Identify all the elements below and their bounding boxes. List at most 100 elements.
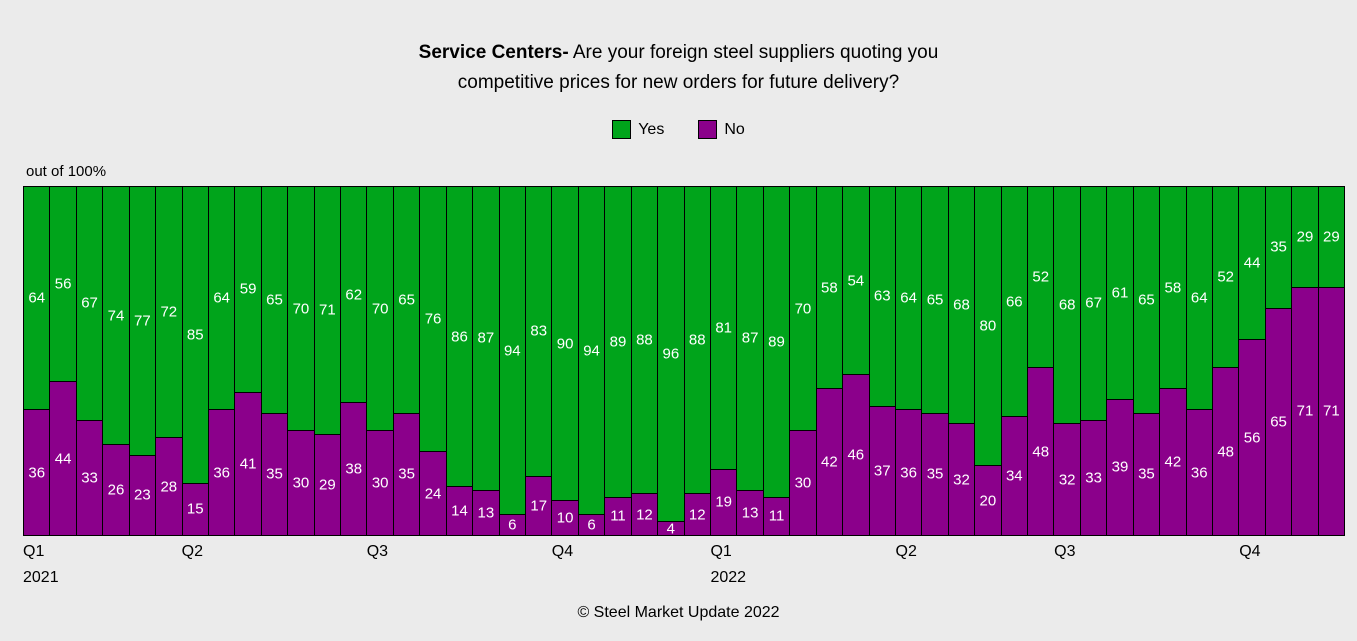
bar-segment-yes: 62: [340, 186, 368, 403]
bar-segment-no: 37: [868, 406, 896, 536]
bar-value-label-no: 10: [556, 509, 574, 527]
bar-segment-yes: 90: [551, 186, 579, 501]
bar-segment-no: 35: [1132, 413, 1161, 536]
bar-value-label-yes: 64: [1190, 289, 1208, 307]
bar-segment-yes: 70: [789, 186, 817, 431]
bar-value-label-yes: 65: [926, 291, 944, 309]
bar-segment-yes: 65: [1132, 186, 1161, 414]
bar-value-label-yes: 35: [1270, 238, 1287, 256]
bar-value-label-yes: 64: [213, 289, 230, 307]
bar: 65 35: [921, 186, 949, 536]
bar: 67 33: [1079, 186, 1108, 536]
bar: 65 35: [1132, 186, 1161, 536]
bar: 64 36: [1185, 186, 1213, 536]
bar-segment-no: 33: [75, 420, 104, 536]
bar: 94 6: [498, 186, 527, 536]
bar-segment-yes: 58: [815, 186, 844, 389]
bar-value-label-yes: 66: [1005, 293, 1023, 310]
bar-segment-no: 15: [181, 483, 209, 536]
bar-segment-yes: 29: [1291, 186, 1319, 288]
chart-area: out of 100% 64 36 56 44 67 33 74 26 77 23 72 28 85 15…: [23, 163, 1346, 588]
x-tick: Q4: [1239, 543, 1260, 561]
bar-segment-no: 23: [128, 455, 157, 536]
bar-value-label-yes: 89: [768, 333, 785, 351]
bar-segment-no: 29: [313, 434, 342, 536]
bar: 70 30: [789, 186, 817, 536]
axis-note: out of 100%: [26, 163, 107, 180]
bar-segment-yes: 96: [657, 186, 685, 522]
x-tick: Q2: [182, 543, 203, 561]
bar-segment-yes: 61: [1106, 186, 1134, 400]
bar-segment-yes: 35: [1264, 186, 1293, 309]
x-tick-label: Q3: [1054, 543, 1076, 560]
bar: 63 37: [868, 186, 896, 536]
x-tick-year: 2021: [23, 569, 59, 586]
bar-segment-no: 71: [1291, 287, 1319, 536]
bar-segment-yes: 86: [445, 186, 474, 487]
bar-value-label-no: 33: [81, 469, 98, 487]
bar-value-label-yes: 67: [81, 294, 98, 312]
bar-segment-no: 17: [525, 476, 553, 536]
bar-value-label-yes: 68: [1058, 296, 1076, 314]
bar-segment-no: 24: [419, 452, 447, 536]
bar-value-label-yes: 44: [1243, 254, 1261, 272]
bar-value-label-no: 6: [508, 516, 517, 534]
bar-value-label-yes: 72: [160, 303, 178, 321]
bar-value-label-no: 34: [1005, 467, 1023, 485]
bar-value-label-yes: 64: [28, 289, 46, 307]
legend-swatch-no-icon: [698, 120, 718, 139]
bar-value-label-no: 42: [821, 453, 838, 471]
bar-segment-no: 30: [366, 431, 394, 536]
bar-value-label-no: 35: [398, 465, 415, 483]
bar-segment-yes: 65: [921, 186, 949, 414]
bar-segment-no: 11: [604, 497, 632, 536]
bar-value-label-yes: 87: [741, 329, 759, 347]
legend: Yes No: [0, 120, 1357, 139]
bar-segment-yes: 65: [392, 186, 421, 414]
bar: 67 33: [75, 186, 104, 536]
bar: 56 44: [49, 186, 77, 536]
bar: 72 28: [155, 186, 183, 536]
bar-value-label-no: 35: [266, 465, 283, 483]
bar-segment-yes: 71: [313, 186, 342, 435]
bar: 88 12: [630, 186, 659, 536]
bar-segment-yes: 54: [842, 186, 870, 375]
bar-value-label-yes: 29: [1296, 228, 1314, 246]
bar: 90 10: [551, 186, 579, 536]
bar-segment-yes: 64: [207, 186, 236, 410]
bar: 85 15: [181, 186, 209, 536]
bar: 87 13: [736, 186, 764, 536]
copyright: © Steel Market Update 2022: [577, 604, 780, 621]
bar-segment-yes: 52: [1211, 186, 1240, 368]
bar-segment-yes: 74: [102, 186, 130, 445]
bar-value-label-yes: 70: [794, 300, 812, 317]
bar-segment-no: 36: [207, 410, 236, 536]
x-tick: Q3: [1054, 543, 1075, 561]
bar-segment-yes: 76: [419, 186, 447, 452]
x-tick-label: Q2: [895, 543, 917, 560]
bar-segment-no: 14: [445, 487, 474, 536]
bar-value-label-no: 44: [54, 450, 72, 467]
x-tick-label: Q1: [710, 543, 732, 560]
bar-segment-no: 12: [630, 494, 659, 536]
bar-segment-yes: 68: [947, 186, 976, 424]
bar-value-label-no: 4: [666, 520, 675, 537]
bar-segment-yes: 70: [366, 186, 394, 431]
bar: 68 32: [1053, 186, 1081, 536]
bar: 80 20: [974, 186, 1002, 536]
bar: 29 71: [1317, 186, 1346, 536]
bar-value-label-yes: 62: [345, 286, 363, 303]
bar-value-label-yes: 52: [1032, 268, 1050, 286]
bar-value-label-no: 48: [1217, 443, 1235, 460]
bar-segment-no: 42: [815, 389, 844, 536]
bar-value-label-no: 13: [477, 504, 495, 522]
bar-segment-no: 48: [1211, 368, 1240, 536]
bar-value-label-no: 32: [953, 471, 970, 488]
bar-value-label-no: 26: [107, 481, 125, 499]
bar: 77 23: [128, 186, 157, 536]
bar-segment-no: 39: [1106, 399, 1134, 536]
bar-value-label-no: 15: [186, 500, 204, 518]
bar-segment-yes: 85: [181, 186, 209, 484]
bar-segment-yes: 52: [1027, 186, 1055, 368]
bar-value-label-yes: 94: [503, 342, 521, 359]
